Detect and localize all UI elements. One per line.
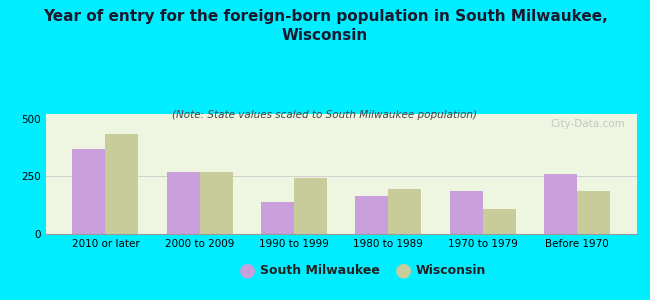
Bar <box>200 172 233 234</box>
Bar <box>356 196 389 234</box>
Bar <box>105 134 138 234</box>
Text: South Milwaukee: South Milwaukee <box>260 263 380 277</box>
Text: ●: ● <box>395 260 411 280</box>
Text: Year of entry for the foreign-born population in South Milwaukee,
Wisconsin: Year of entry for the foreign-born popul… <box>43 9 607 43</box>
Bar <box>450 191 483 234</box>
Text: City-Data.com: City-Data.com <box>551 119 625 129</box>
Text: Wisconsin: Wisconsin <box>416 263 486 277</box>
Bar <box>294 178 327 234</box>
Bar <box>389 189 421 234</box>
Bar <box>577 191 610 234</box>
Text: (Note: State values scaled to South Milwaukee population): (Note: State values scaled to South Milw… <box>172 110 478 119</box>
Text: ●: ● <box>239 260 255 280</box>
Bar <box>544 173 577 234</box>
Bar <box>72 148 105 234</box>
Bar <box>261 202 294 234</box>
Bar <box>166 172 200 234</box>
Bar <box>483 209 516 234</box>
